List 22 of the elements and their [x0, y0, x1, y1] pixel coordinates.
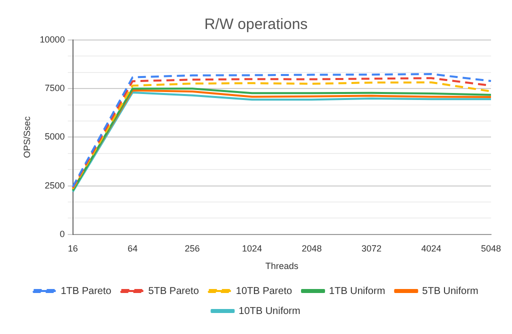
legend-label: 10TB Uniform — [238, 306, 300, 317]
legend-label: 1TB Uniform — [329, 286, 386, 297]
x-tick-label: 1024 — [242, 243, 262, 254]
y-axis-title: OPS/Ssec — [22, 116, 32, 158]
legend-label: 5TB Uniform — [422, 286, 478, 297]
legend-label: 10TB Pareto — [236, 286, 292, 297]
x-tick-label: 256 — [184, 243, 200, 254]
x-tick-label: 2048 — [302, 243, 322, 254]
y-tick-label: 2500 — [44, 180, 65, 190]
x-tick-label: 4024 — [421, 243, 442, 254]
y-tick-label: 10000 — [40, 34, 65, 44]
x-tick-label: 5048 — [480, 243, 502, 254]
legend-label: 1TB Pareto — [60, 286, 112, 297]
y-tick-label: 5000 — [44, 132, 65, 142]
x-tick-label: 3072 — [362, 243, 382, 254]
x-tick-label: 16 — [68, 243, 78, 254]
x-axis-title: Threads — [265, 261, 299, 272]
y-tick-label: 7500 — [44, 83, 65, 94]
legend-label: 5TB Pareto — [148, 286, 200, 297]
x-tick-label: 64 — [128, 243, 138, 254]
chart-title: R/W operations — [204, 16, 308, 34]
y-tick-label: 0 — [60, 228, 65, 239]
